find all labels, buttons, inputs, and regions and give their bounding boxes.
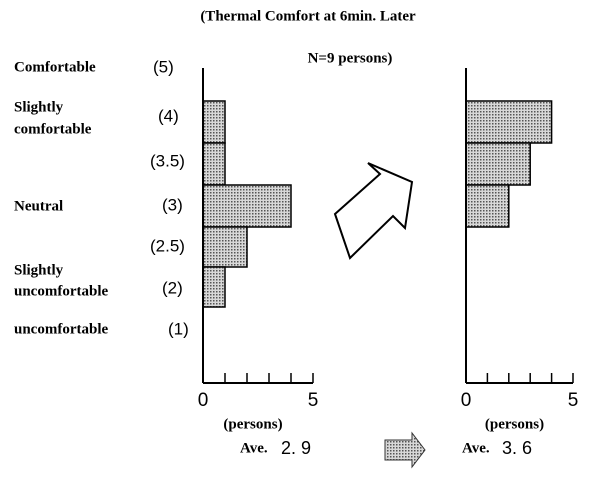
bar [202,100,226,144]
category-label: (2.5) [150,236,185,255]
category-label: (4) [158,106,179,125]
average-label: 2. 9 [281,438,311,458]
big-arrow [333,162,414,260]
chart-title: (Thermal Comfort at 6min. Later [200,8,416,24]
category-text: Comfortable [14,59,96,75]
bar [465,184,510,228]
x-tick-label: 5 [568,390,579,411]
bar [202,266,226,308]
average-label: 3. 6 [502,438,532,458]
category-label: (5) [153,57,174,76]
x-tick-label: 0 [461,390,472,411]
category-text: Slightly [14,262,64,278]
category-label: (1) [168,319,189,338]
category-label: (3.5) [150,151,185,170]
bar [202,226,248,268]
average-prefix: Ave. [462,440,490,456]
x-axis-label: (persons) [485,416,544,432]
x-axis-label: (persons) [223,416,282,432]
bar [465,100,553,144]
bar [465,142,531,186]
x-tick-label: 5 [308,390,319,411]
bar [202,142,226,186]
category-text: comfortable [14,121,92,137]
category-text: uncomfortable [14,321,108,337]
category-text: uncomfortable [14,283,108,299]
category-text: Slightly [14,99,64,115]
category-label: (3) [162,195,183,214]
bar [202,184,292,228]
x-tick-label: 0 [198,390,209,411]
small-arrow [384,431,426,469]
average-prefix: Ave. [240,440,268,456]
category-text: Neutral [14,198,63,214]
chart-title: N=9 persons) [308,50,393,66]
category-label: (2) [162,278,183,297]
